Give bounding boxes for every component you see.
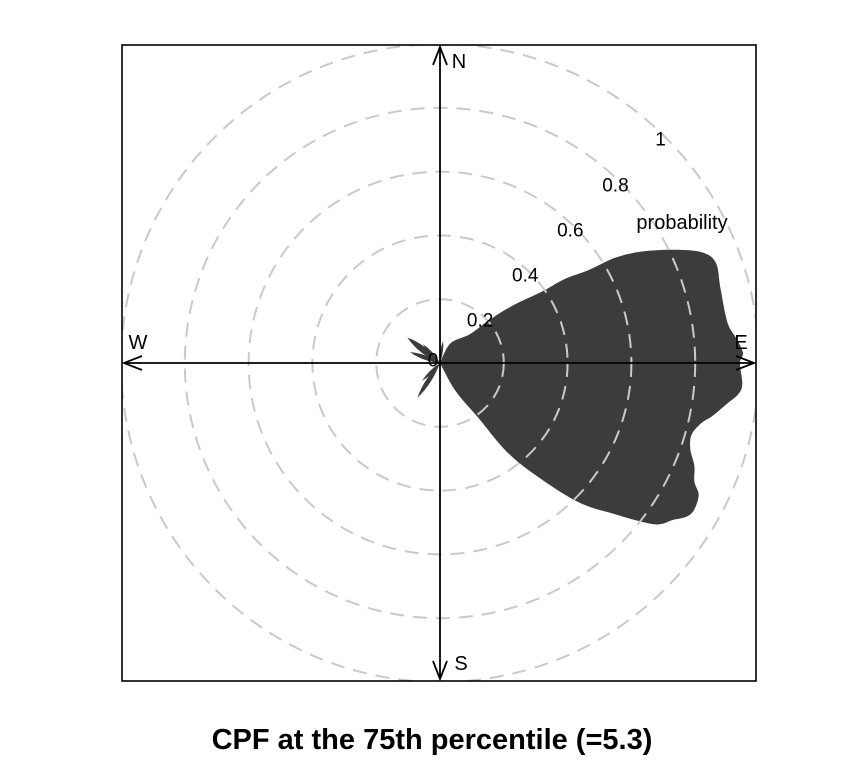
- cpf-probability-lobe: [438, 249, 743, 525]
- cpf-spike-lobe: [422, 344, 440, 363]
- center-zero-label: 0: [427, 350, 439, 372]
- chart-title: CPF at the 75th percentile (=5.3): [211, 724, 653, 756]
- compass-label-east: E: [734, 332, 748, 354]
- compass-label-north: N: [451, 51, 467, 73]
- compass-axes-group: [121, 44, 757, 682]
- compass-label-south: S: [454, 653, 468, 675]
- plot-border: [121, 44, 757, 682]
- cpf-probability-lobe-group: [407, 249, 743, 525]
- radial-tick-label: 1: [655, 129, 666, 151]
- radial-tick-label: 0.4: [512, 265, 539, 287]
- south-arrowhead-icon: [432, 660, 448, 682]
- north-arrowhead-icon: [432, 44, 448, 66]
- radial-tick-label: 0.2: [466, 310, 494, 332]
- cpf-spike-lobe: [410, 352, 440, 363]
- cpf-spike-lobe: [407, 337, 440, 363]
- radial-axis-title: probability: [636, 212, 728, 234]
- compass-label-west: W: [128, 332, 148, 354]
- radial-tick-label: 0.8: [602, 175, 629, 197]
- cpf-spike-lobe: [422, 363, 440, 381]
- cpf-spike-lobe: [417, 363, 440, 398]
- west-arrowhead-icon: [121, 355, 143, 371]
- east-arrowhead-icon: [735, 355, 757, 371]
- radial-tick-label: 0.6: [557, 220, 584, 242]
